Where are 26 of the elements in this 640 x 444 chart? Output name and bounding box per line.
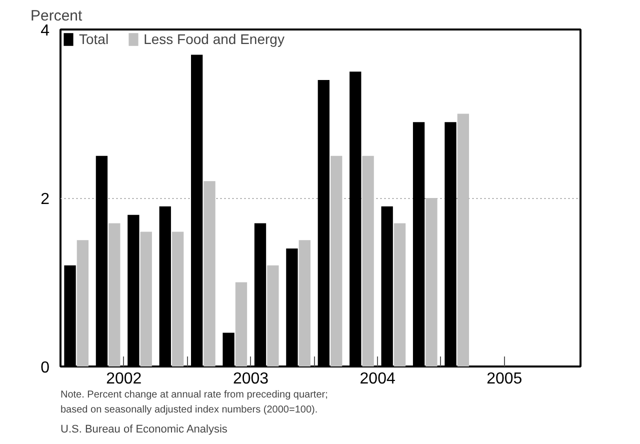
legend-label: Total — [79, 31, 109, 47]
bar — [330, 156, 342, 366]
text: based on seasonally adjusted index numbers (2000=100). — [60, 404, 318, 416]
x-tick-label: 2004 — [360, 370, 396, 388]
bar — [76, 240, 89, 366]
x-tick-label: 2003 — [232, 370, 269, 388]
text: Note. Percent change at annual rate from preceding quarter; — [60, 390, 328, 400]
bar — [298, 240, 310, 366]
bar — [108, 223, 120, 366]
bar — [140, 232, 152, 366]
text: U.S. Bureau of Economic Analysis — [60, 424, 228, 436]
bar — [362, 156, 374, 366]
bar — [267, 265, 279, 366]
x-tick-label: 2005 — [486, 370, 522, 388]
y-tick-label: 4 — [40, 22, 50, 40]
legend-label: Less Food and Energy — [144, 31, 284, 47]
x-tick-label: 2002 — [106, 370, 142, 388]
bar — [172, 232, 184, 366]
bar — [457, 114, 470, 366]
bar — [394, 223, 406, 366]
y-tick-label: 0 — [40, 360, 50, 376]
y-axis-title: Percent — [30, 8, 84, 24]
bar — [204, 181, 216, 366]
bar — [235, 282, 248, 366]
bar — [426, 198, 438, 366]
y-tick-label: 2 — [40, 191, 50, 208]
